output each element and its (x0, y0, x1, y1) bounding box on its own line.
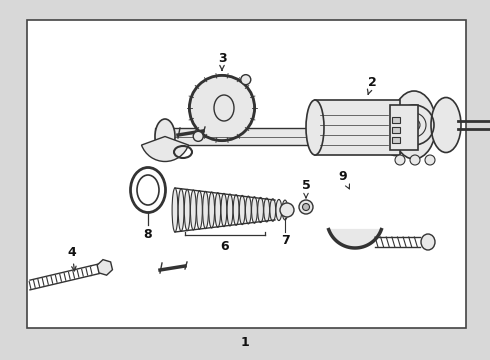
Ellipse shape (392, 91, 436, 159)
Ellipse shape (258, 197, 264, 222)
Ellipse shape (282, 200, 288, 220)
Ellipse shape (280, 203, 294, 217)
Ellipse shape (196, 191, 202, 229)
Bar (392, 137, 400, 143)
Polygon shape (329, 230, 381, 248)
Ellipse shape (264, 198, 270, 222)
Ellipse shape (209, 192, 215, 228)
Ellipse shape (215, 193, 221, 227)
Text: 9: 9 (339, 170, 349, 189)
Circle shape (410, 155, 420, 165)
Ellipse shape (421, 234, 435, 250)
Bar (392, 127, 400, 133)
Ellipse shape (191, 190, 196, 230)
Ellipse shape (172, 188, 178, 232)
Ellipse shape (221, 193, 227, 227)
Ellipse shape (184, 189, 190, 231)
Ellipse shape (306, 100, 324, 155)
Ellipse shape (239, 195, 245, 225)
Bar (27, 20, 465, 328)
Ellipse shape (251, 197, 257, 223)
Bar (392, 117, 400, 123)
Circle shape (241, 75, 251, 85)
Ellipse shape (245, 196, 251, 224)
Text: 2: 2 (368, 76, 376, 94)
Ellipse shape (227, 194, 233, 226)
Ellipse shape (276, 199, 282, 221)
Ellipse shape (203, 192, 208, 229)
Text: 5: 5 (302, 179, 310, 198)
Ellipse shape (384, 117, 406, 156)
Bar (390, 105, 418, 150)
Circle shape (193, 131, 203, 141)
Ellipse shape (155, 119, 175, 154)
Circle shape (190, 76, 254, 140)
Circle shape (299, 200, 313, 214)
Circle shape (302, 203, 310, 211)
Text: 3: 3 (218, 51, 226, 70)
Ellipse shape (270, 199, 276, 221)
Ellipse shape (431, 98, 461, 153)
Ellipse shape (178, 189, 184, 231)
Text: 1: 1 (241, 336, 249, 348)
Ellipse shape (233, 195, 239, 225)
Bar (315, 100, 400, 155)
Wedge shape (142, 136, 189, 162)
Circle shape (395, 155, 405, 165)
Text: 6: 6 (220, 240, 229, 253)
Ellipse shape (214, 95, 234, 121)
Text: 7: 7 (281, 234, 290, 247)
Bar (155, 128, 400, 145)
Text: 8: 8 (144, 228, 152, 240)
Circle shape (425, 155, 435, 165)
Text: 4: 4 (68, 246, 76, 271)
